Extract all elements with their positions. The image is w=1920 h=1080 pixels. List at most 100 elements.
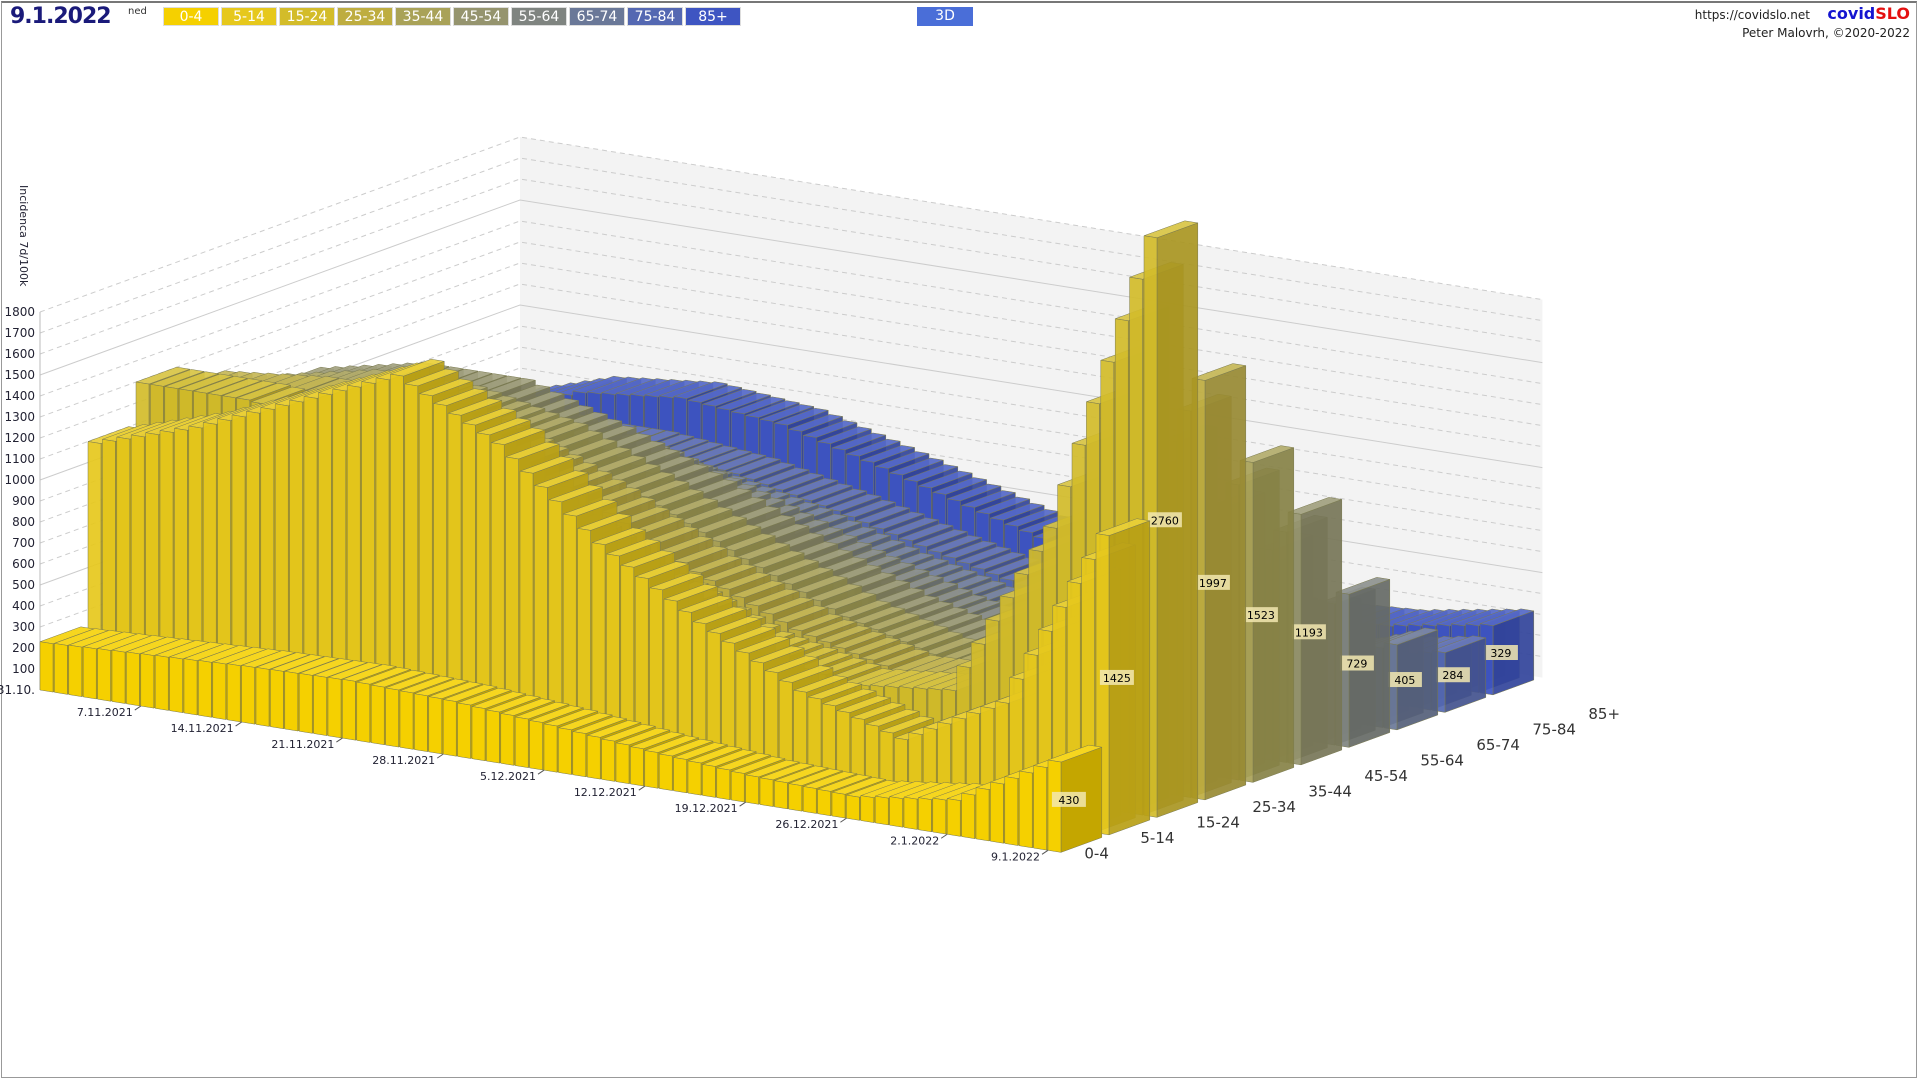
age-axis-label-15-24: 15-24 bbox=[1196, 814, 1240, 832]
y-tick-label: 800 bbox=[12, 515, 35, 529]
x-first-label: 31.10. bbox=[0, 683, 35, 697]
y-axis-title: Incidenca 7d/100k bbox=[17, 185, 30, 287]
value-label-bg bbox=[1195, 574, 1230, 590]
legend-0-4[interactable]: 0-4 bbox=[163, 7, 219, 26]
y-tick-label: 600 bbox=[12, 557, 35, 571]
value-label-bg bbox=[1291, 624, 1326, 640]
bar-0-4-day-61 bbox=[918, 797, 932, 833]
x-tick-label: 12.12.2021 bbox=[574, 786, 637, 799]
x-tick-label: 21.11.2021 bbox=[271, 738, 334, 751]
y-tick-label: 200 bbox=[12, 641, 35, 655]
legend-45-54[interactable]: 45-54 bbox=[453, 7, 509, 26]
legend-55-64[interactable]: 55-64 bbox=[511, 7, 567, 26]
bar-0-4-day-13 bbox=[226, 663, 241, 723]
bar-0-4-day-22 bbox=[356, 681, 371, 743]
value-label-5-14: 1425 bbox=[1103, 672, 1131, 685]
bar-0-4-day-4 bbox=[97, 648, 111, 702]
bar-0-4-day-40 bbox=[615, 742, 630, 784]
x-tick bbox=[134, 705, 142, 711]
y-tick-label: 1800 bbox=[4, 305, 35, 319]
gridline bbox=[39, 157, 1543, 334]
legend-35-44[interactable]: 35-44 bbox=[395, 7, 451, 26]
bar-0-4-day-69 bbox=[1033, 765, 1047, 851]
bar-0-4-day-20 bbox=[327, 677, 342, 739]
bar-0-4-day-35 bbox=[543, 723, 558, 773]
y-tick-label: 500 bbox=[12, 578, 35, 592]
legend-25-34[interactable]: 25-34 bbox=[337, 7, 393, 26]
bar-0-4-day-52 bbox=[788, 783, 803, 812]
site-url[interactable]: https://covidslo.net bbox=[1694, 8, 1810, 22]
y-tick-label: 1400 bbox=[4, 389, 35, 403]
age-axis-label-65-74: 65-74 bbox=[1476, 736, 1520, 754]
bar-0-4-day-58 bbox=[874, 795, 889, 826]
bar-0-4-day-44 bbox=[673, 757, 687, 794]
legend-5-14[interactable]: 5-14 bbox=[221, 7, 277, 26]
bar-0-4-day-62 bbox=[932, 797, 947, 835]
value-label-0-4: 430 bbox=[1058, 794, 1079, 807]
bar-0-4-day-53 bbox=[802, 786, 817, 814]
legend-15-24[interactable]: 15-24 bbox=[279, 7, 335, 26]
x-tick-label: 7.11.2021 bbox=[77, 706, 133, 719]
bar-0-4-day-67 bbox=[1004, 776, 1019, 846]
bar-0-4-day-7 bbox=[140, 653, 155, 709]
y-tick-label: 1700 bbox=[4, 326, 35, 340]
age-axis-label-55-64: 55-64 bbox=[1420, 752, 1464, 770]
value-label-35-44: 1523 bbox=[1247, 609, 1275, 622]
gridline bbox=[39, 262, 1543, 439]
bar-0-4-day-10 bbox=[183, 658, 198, 716]
bar-0-4-day-63 bbox=[946, 798, 961, 837]
bar-0-4-day-60 bbox=[903, 796, 918, 830]
age-axis-label-75-84: 75-84 bbox=[1532, 721, 1576, 739]
legend-65-74[interactable]: 65-74 bbox=[569, 7, 625, 26]
y-tick-label: 1600 bbox=[4, 347, 35, 361]
age-group-legend: 0-4 5-14 15-24 25-34 35-44 45-54 55-64 6… bbox=[163, 7, 741, 26]
x-tick-label: 9.1.2022 bbox=[991, 850, 1040, 863]
x-tick bbox=[537, 769, 545, 775]
bar-0-4-day-2 bbox=[68, 644, 83, 697]
bar-0-4-day-33 bbox=[514, 716, 529, 768]
age-axis-label-85+: 85+ bbox=[1588, 705, 1620, 723]
bar-0-4-day-30 bbox=[471, 706, 486, 762]
bar-0-4-day-64 bbox=[961, 792, 975, 839]
value-label-bg bbox=[1435, 667, 1470, 683]
bar-0-4-day-23 bbox=[370, 684, 385, 746]
bar-0-4-day-8 bbox=[154, 654, 169, 711]
x-tick bbox=[336, 737, 343, 743]
y-tick-label: 1200 bbox=[4, 431, 35, 445]
x-tick bbox=[235, 721, 242, 727]
gridline bbox=[39, 178, 1543, 355]
bar-0-4-day-55 bbox=[831, 791, 846, 819]
x-tick bbox=[638, 785, 646, 791]
value-label-85+: 329 bbox=[1490, 647, 1511, 660]
bar-0-4-day-32 bbox=[500, 713, 515, 766]
gridline bbox=[39, 199, 1543, 376]
bar-0-4-day-42 bbox=[644, 750, 659, 789]
x-tick bbox=[840, 817, 847, 823]
bar-0-4-day-57 bbox=[860, 795, 875, 823]
bar-0-4-day-16 bbox=[270, 669, 284, 730]
gridline bbox=[39, 220, 1543, 397]
y-tick-label: 1300 bbox=[4, 410, 35, 424]
x-tick bbox=[436, 753, 444, 759]
legend-75-84[interactable]: 75-84 bbox=[627, 7, 683, 26]
day-of-week: ned bbox=[128, 6, 147, 17]
author-credit: Peter Malovrh, ©2020-2022 bbox=[1742, 26, 1910, 40]
bar-0-4-day-36 bbox=[558, 727, 572, 775]
3d-toggle-button[interactable]: 3D bbox=[917, 7, 973, 26]
brand-logo: covidSLO bbox=[1827, 4, 1910, 23]
age-axis-label-5-14: 5-14 bbox=[1140, 829, 1174, 847]
bar-0-4-day-26 bbox=[414, 693, 428, 752]
bar-0-4-day-24 bbox=[385, 687, 399, 748]
bar-0-4-day-65 bbox=[975, 787, 990, 842]
bar-0-4-day-25 bbox=[399, 690, 414, 750]
y-tick-label: 1100 bbox=[4, 452, 35, 466]
legend-85-plus[interactable]: 85+ bbox=[685, 7, 741, 26]
bar-0-4-day-17 bbox=[284, 671, 299, 732]
bar-0-4-day-68 bbox=[1018, 770, 1033, 849]
x-tick bbox=[739, 801, 746, 807]
value-label-bg bbox=[1483, 645, 1518, 661]
age-axis-label-0-4: 0-4 bbox=[1084, 845, 1109, 863]
bar-0-4-day-21 bbox=[342, 678, 356, 741]
value-label-bg bbox=[1099, 669, 1134, 685]
